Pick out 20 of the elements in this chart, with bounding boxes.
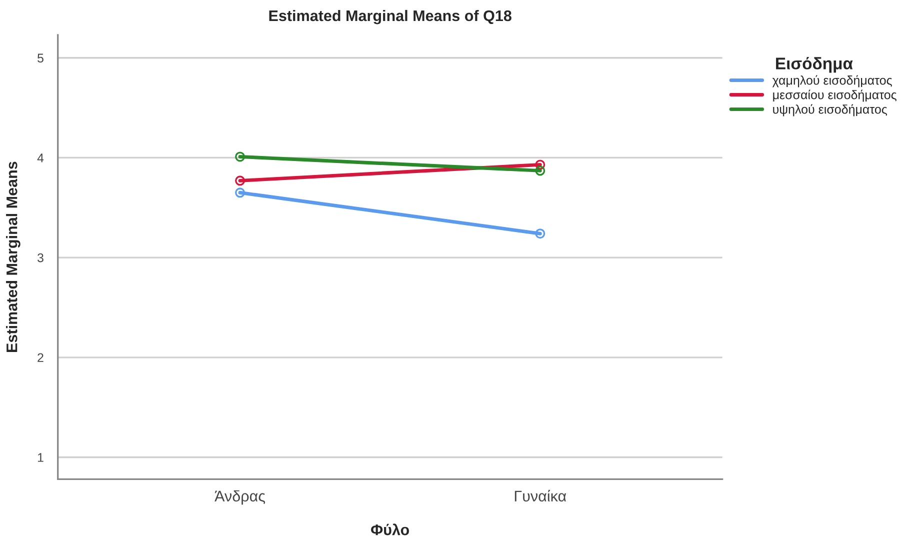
legend-label: μεσσαίου εισοδήματος <box>773 90 896 102</box>
x-tick-label: Γυναίκα <box>514 490 566 502</box>
point <box>235 188 246 198</box>
point <box>235 176 246 186</box>
y-tick-label: 1 <box>38 453 44 462</box>
y-tick-label: 4 <box>37 154 44 162</box>
point <box>235 152 246 162</box>
legend-label: υψηλού εισοδήματος <box>773 104 888 116</box>
legend-label: χαμηλού εισοδήματος <box>772 75 892 88</box>
y-axis-title: Estimated Marginal Means <box>6 162 20 352</box>
y-tick-label: 2 <box>38 353 44 362</box>
point <box>535 166 546 176</box>
legend-title: Εισόδημα <box>776 56 853 73</box>
point <box>535 160 546 170</box>
y-tick-label: 3 <box>37 253 44 262</box>
x-axis-title: Φύλο <box>371 524 410 536</box>
x-tick-label: Άνδρας <box>214 490 266 505</box>
y-tick-label: 5 <box>38 54 44 63</box>
chart-title: Estimated Marginal Means of Q18 <box>269 10 512 24</box>
point <box>535 228 546 239</box>
